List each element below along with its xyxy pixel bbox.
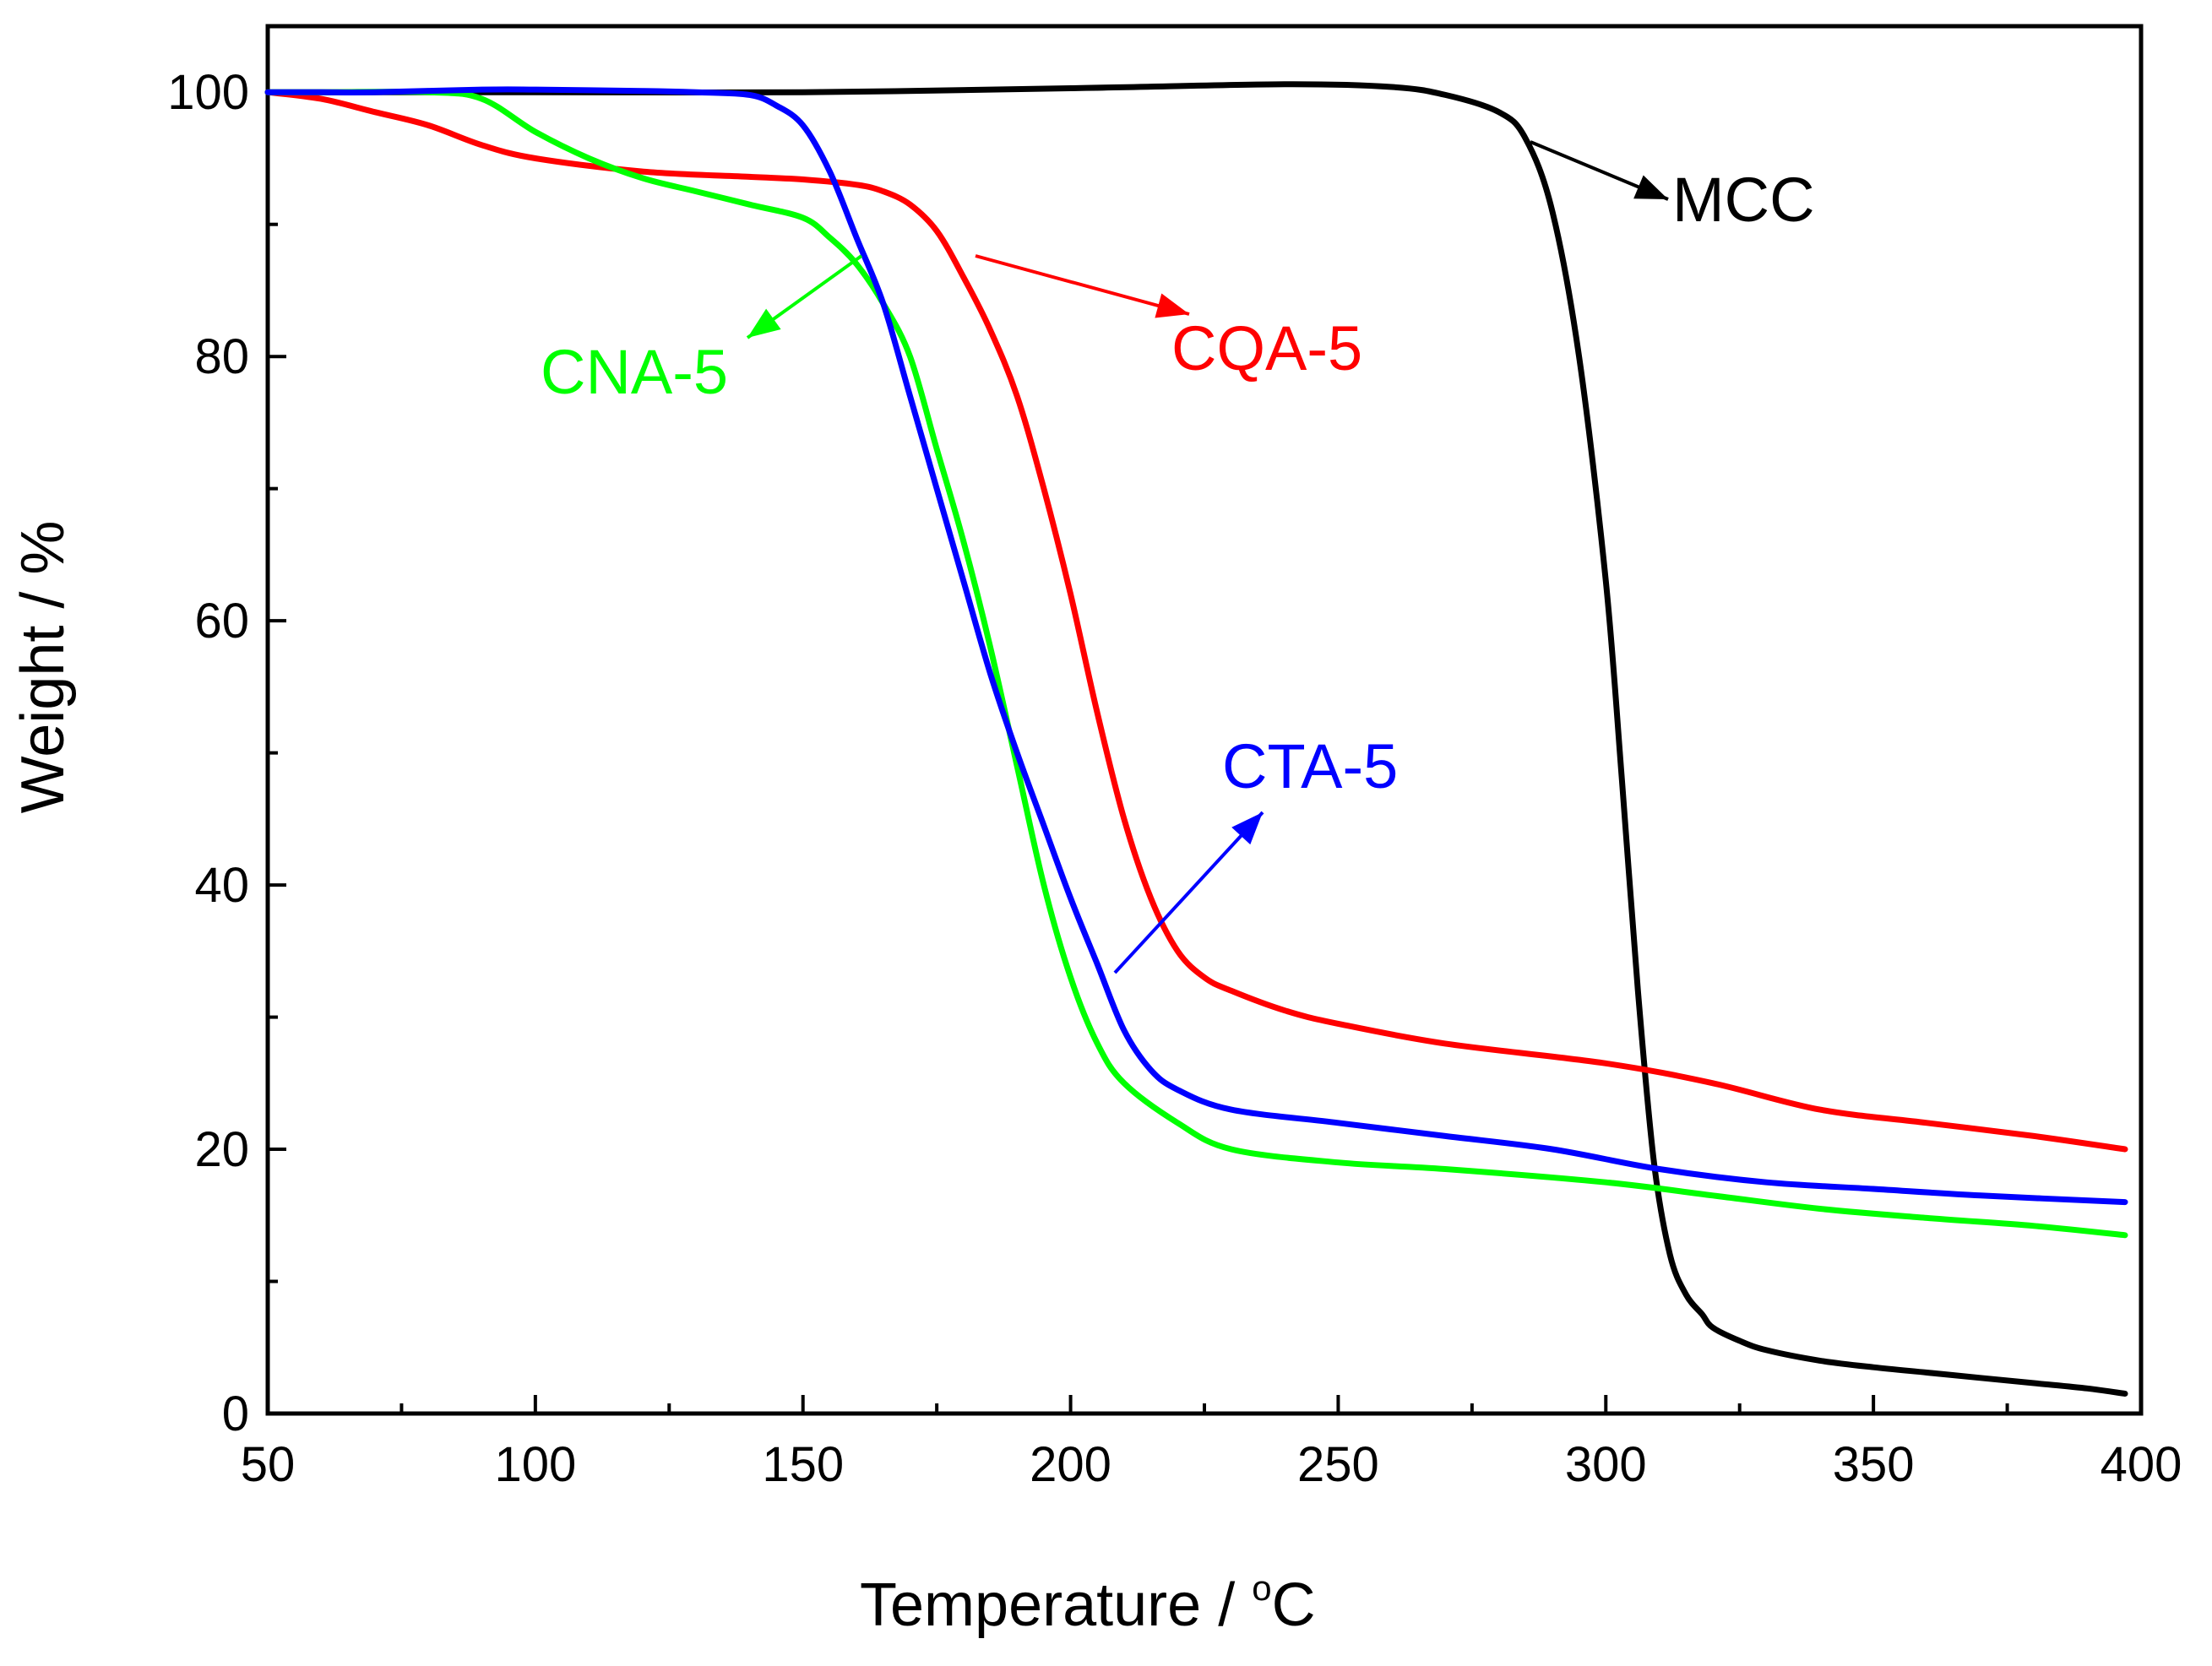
x-axis-title-unit: C bbox=[1272, 1571, 1316, 1639]
y-axis-title: Weight / % bbox=[9, 521, 77, 814]
annotation-cna-5: CNA-5 bbox=[541, 337, 728, 407]
y-tick-label: 0 bbox=[222, 1387, 249, 1441]
x-tick-label: 200 bbox=[1030, 1437, 1111, 1492]
series-line-cna-5 bbox=[264, 89, 2128, 1239]
series-line-cqa-5 bbox=[264, 89, 2128, 1153]
axis-ticks: 50 100 150 200 250 300 350 400 0 20 40 60 80 100 bbox=[167, 65, 2182, 1492]
annotation-mcc: MCC bbox=[1672, 165, 1815, 235]
arrow-head-cta-5 bbox=[1231, 812, 1263, 845]
series-line-mcc bbox=[264, 81, 2128, 1397]
annotation-cta-5: CTA-5 bbox=[1222, 731, 1398, 801]
y-tick-label: 20 bbox=[194, 1122, 249, 1177]
y-tick-label: 40 bbox=[194, 858, 249, 913]
annotation-cqa-5: CQA-5 bbox=[1171, 313, 1362, 383]
x-tick-label: 100 bbox=[494, 1437, 576, 1492]
x-axis-title-degree: o bbox=[1252, 1568, 1271, 1608]
x-axis-title-main: Temperature / bbox=[860, 1571, 1252, 1639]
plot-frame bbox=[265, 24, 2144, 1416]
series-lines bbox=[264, 81, 2128, 1397]
x-axis-title: Temperature / oC bbox=[860, 1568, 1316, 1639]
arrow-head-cqa-5 bbox=[1155, 293, 1189, 318]
y-tick-label: 80 bbox=[194, 329, 249, 384]
x-tick-label: 300 bbox=[1565, 1437, 1647, 1492]
arrow-head-mcc bbox=[1633, 175, 1668, 199]
x-tick-label: 250 bbox=[1297, 1437, 1379, 1492]
arrow-head-cna-5 bbox=[747, 308, 781, 338]
x-tick-label: 150 bbox=[762, 1437, 844, 1492]
x-tick-label: 400 bbox=[2101, 1437, 2182, 1492]
arrow-line-cqa-5 bbox=[975, 254, 1190, 316]
x-tick-label: 50 bbox=[241, 1437, 296, 1492]
annotation-arrows bbox=[746, 140, 1669, 974]
y-tick-label: 60 bbox=[194, 594, 249, 648]
y-tick-label: 100 bbox=[167, 65, 249, 120]
x-tick-label: 350 bbox=[1833, 1437, 1915, 1492]
arrow-line-cta-5 bbox=[1113, 811, 1264, 974]
series-line-cta-5 bbox=[264, 86, 2128, 1206]
